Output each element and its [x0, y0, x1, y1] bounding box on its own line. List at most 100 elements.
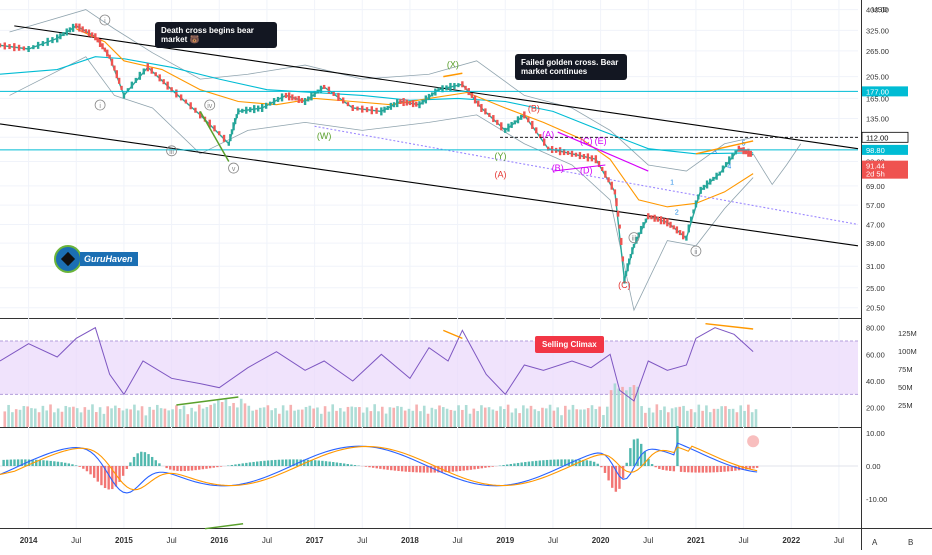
volume-bar: [453, 411, 456, 427]
price-tick-label: 47.00: [866, 220, 885, 229]
candle: [75, 23, 77, 28]
candle: [97, 37, 99, 42]
candle: [189, 102, 191, 109]
volume-bar: [99, 407, 102, 427]
volume-bar: [106, 406, 109, 427]
logo-text: GuruHaven: [80, 252, 138, 266]
macd-histogram-bar: [488, 466, 490, 467]
volume-bar: [717, 409, 720, 427]
candle: [37, 42, 39, 49]
candle: [66, 28, 68, 35]
candle: [690, 217, 692, 223]
macd-histogram-bar: [506, 465, 508, 466]
volume-bar: [148, 407, 151, 427]
wave-label: (E): [595, 136, 607, 146]
volume-bar: [507, 405, 510, 427]
candle: [738, 146, 740, 152]
volume-bar: [656, 404, 659, 427]
candle: [91, 32, 93, 37]
candle: [618, 225, 620, 229]
macd-histogram-bar: [546, 460, 548, 466]
macd-histogram-bar: [452, 466, 454, 472]
candle: [342, 97, 344, 103]
wave-label: (X): [447, 59, 459, 69]
rsi-tick-label: 20.00: [866, 404, 885, 413]
macd-histogram-bar: [6, 460, 8, 466]
candle: [688, 224, 690, 232]
candle: [175, 89, 177, 97]
price-tick-label: 69.00: [866, 182, 885, 191]
volume-bar: [747, 405, 750, 427]
candle: [8, 44, 10, 49]
candle: [669, 222, 671, 228]
macd-histogram-bar: [202, 466, 204, 469]
macd-histogram-bar: [216, 466, 218, 467]
macd-histogram-bar: [242, 463, 244, 466]
macd-histogram-bar: [691, 466, 693, 472]
volume-bar: [705, 405, 708, 427]
volume-bar: [446, 409, 449, 427]
macd-histogram-bar: [633, 439, 635, 466]
axis-auto-button[interactable]: A: [872, 538, 877, 547]
macd-histogram-bar: [415, 466, 417, 472]
candle: [78, 24, 80, 32]
candle: [722, 165, 724, 172]
macd-histogram-bar: [278, 460, 280, 466]
x-tick-label: Jul: [71, 536, 81, 545]
volume-bar: [251, 411, 254, 427]
volume-bar: [595, 409, 598, 427]
macd-histogram-bar: [597, 464, 599, 466]
wave-label: (B): [552, 163, 564, 173]
volume-bar: [217, 400, 220, 427]
macd-histogram-bar: [82, 466, 84, 469]
wave-label: (Y): [495, 151, 507, 161]
volume-bar: [263, 407, 266, 427]
wave-label: iii: [169, 149, 174, 156]
macd-histogram-bar: [198, 466, 200, 470]
candle: [51, 37, 53, 43]
candle: [108, 55, 110, 59]
macd-histogram-bar: [263, 461, 265, 466]
candle: [277, 97, 279, 102]
candle: [695, 200, 697, 207]
wave-label: (A): [495, 170, 507, 180]
macd-histogram-bar: [470, 466, 472, 470]
macd-histogram-bar: [651, 464, 653, 466]
volume-bar: [575, 409, 578, 427]
volume-bar: [187, 414, 190, 427]
volume-bar: [644, 413, 647, 427]
volume-bar: [118, 408, 121, 427]
macd-histogram-bar: [426, 466, 428, 473]
candle: [615, 198, 617, 206]
volume-bar: [537, 411, 540, 427]
volume-bar: [11, 412, 14, 427]
volume-bar: [164, 409, 167, 427]
candle: [488, 113, 490, 117]
macd-histogram-bar: [517, 463, 519, 466]
axis-log-button[interactable]: B: [908, 538, 913, 547]
volume-bar: [347, 407, 350, 427]
macd-histogram-bar: [86, 466, 88, 471]
volume-bar: [373, 404, 376, 427]
candle: [257, 106, 259, 112]
volume-bar: [640, 406, 643, 427]
candle: [523, 111, 525, 118]
x-tick-label: 2021: [687, 536, 705, 545]
candle: [418, 101, 420, 108]
volume-bar: [259, 408, 262, 427]
macd-histogram-bar: [231, 465, 233, 466]
macd-histogram-bar: [611, 466, 613, 488]
candle: [625, 271, 627, 276]
candle: [223, 135, 225, 142]
candle: [4, 42, 6, 49]
macd-histogram-bar: [531, 461, 533, 466]
wave-label: 2: [675, 209, 679, 216]
volume-tick-label: 25M: [898, 401, 913, 410]
candle: [685, 236, 687, 241]
macd-histogram-bar: [122, 466, 124, 476]
wave-label: v: [232, 166, 236, 173]
volume-bar: [53, 412, 56, 427]
volume-bar: [617, 389, 620, 427]
candle: [288, 92, 290, 100]
